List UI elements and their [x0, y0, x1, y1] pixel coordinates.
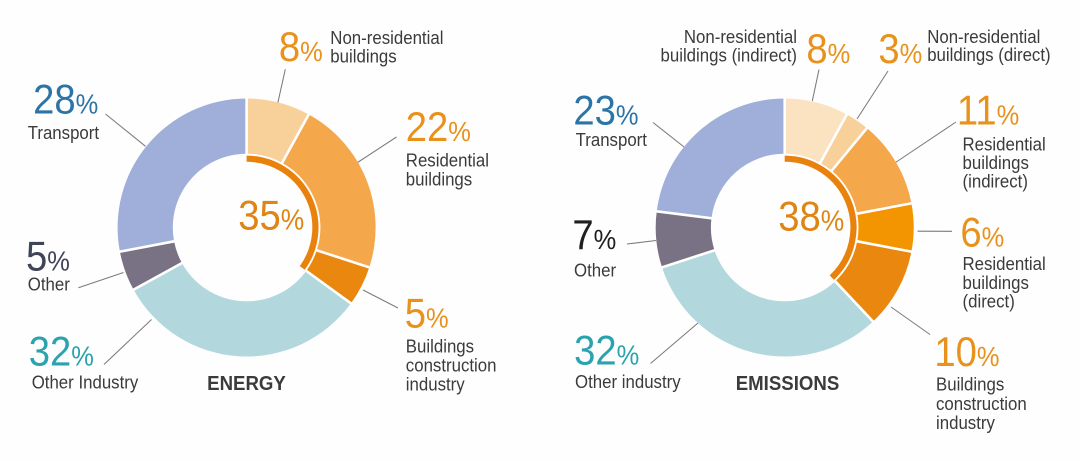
svg-text:Other industry: Other industry: [575, 371, 681, 392]
svg-text:Other: Other: [28, 274, 70, 295]
svg-text:Transport: Transport: [28, 122, 99, 143]
svg-text:Other: Other: [574, 260, 616, 281]
svg-text:Other Industry: Other Industry: [32, 372, 139, 393]
svg-text:ENERGY: ENERGY: [207, 372, 286, 395]
svg-text:EMISSIONS: EMISSIONS: [736, 372, 840, 395]
svg-text:Transport: Transport: [576, 129, 647, 150]
